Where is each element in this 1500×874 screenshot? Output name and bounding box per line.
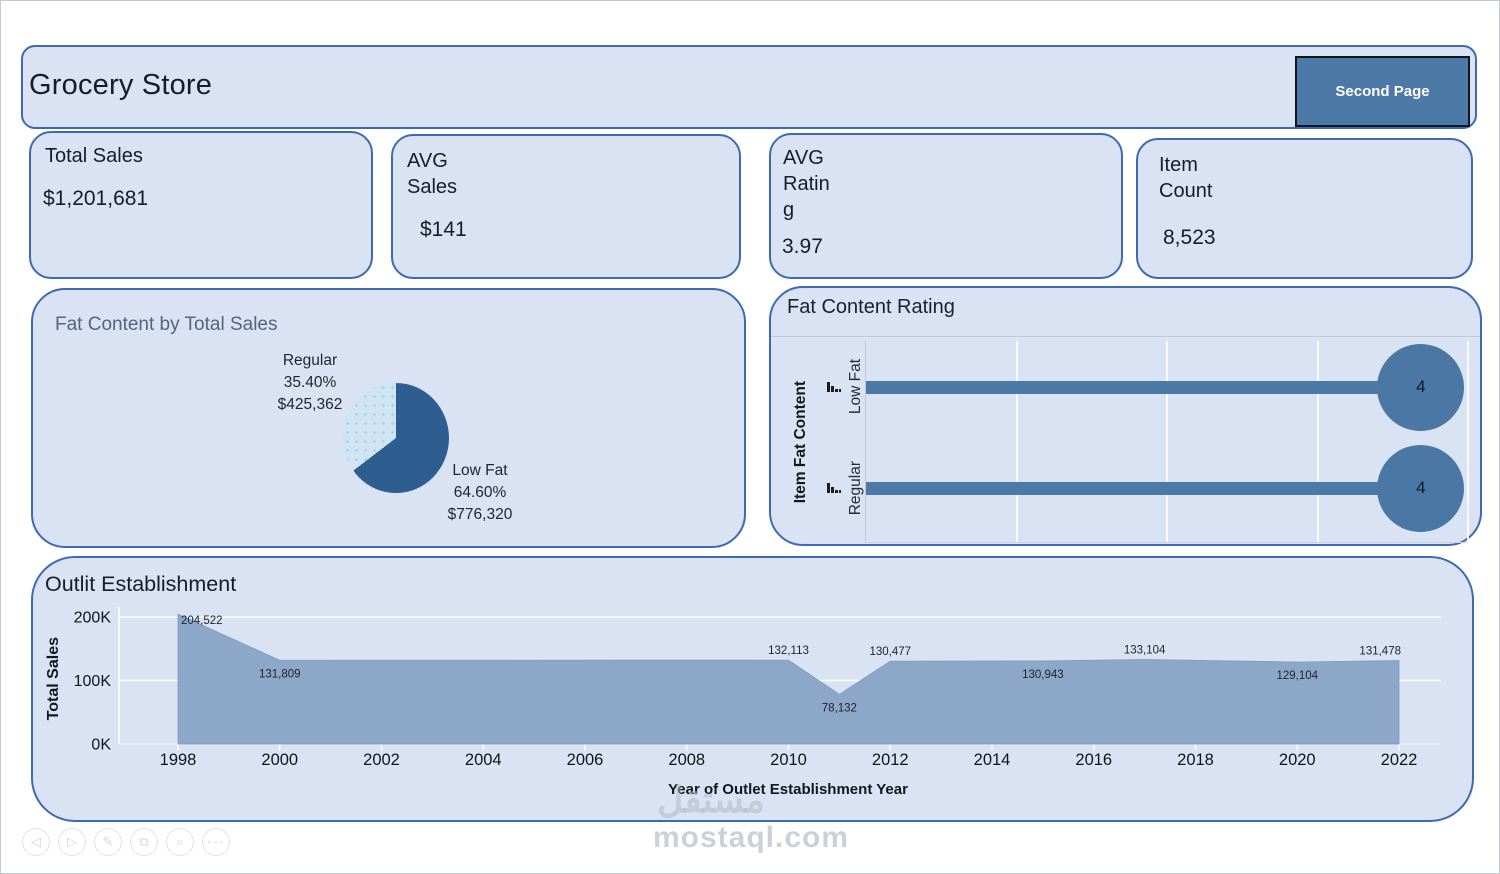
pie-label-regular: Regular 35.40% $425,362 <box>220 350 400 416</box>
x-tick-label: 1998 <box>160 751 197 769</box>
kpi-value: $141 <box>420 218 467 241</box>
gridline <box>1166 341 1168 542</box>
data-label: 131,809 <box>259 668 301 680</box>
data-label: 130,477 <box>869 646 911 658</box>
kpi-card-total-sales: Total Sales $1,201,681 <box>29 131 373 279</box>
more-icon[interactable]: ∘∘∘ <box>202 828 230 856</box>
x-tick-label: 2018 <box>1177 751 1214 769</box>
x-tick-label: 2004 <box>465 751 502 769</box>
x-tick-label: 2000 <box>261 751 298 769</box>
gridline <box>1316 341 1319 542</box>
pie-panel: Fat Content by Total Sales Regular 35.40… <box>31 288 746 548</box>
y-tick-label: 0K <box>91 737 111 754</box>
data-label: 130,943 <box>1022 669 1064 681</box>
x-tick-label: 2006 <box>567 751 604 769</box>
area-panel-title: Outlit Establishment <box>45 572 237 596</box>
x-tick-label: 2020 <box>1279 751 1316 769</box>
data-label: 204,522 <box>181 615 223 627</box>
header-panel: Grocery Store Second Page <box>21 45 1477 129</box>
kpi-value: 3.97 <box>782 235 823 258</box>
data-label: 129,104 <box>1276 670 1318 682</box>
y-tick-label: 100K <box>74 673 112 690</box>
edit-icon[interactable]: ✎ <box>94 828 122 856</box>
bar-value-label: 4 <box>1416 478 1426 497</box>
zoom-icon[interactable]: ⌕ <box>166 828 194 856</box>
lollipop-bar[interactable] <box>866 481 1421 495</box>
x-tick-label: 2008 <box>668 751 705 769</box>
x-tick-label: 2010 <box>770 751 807 769</box>
kpi-value: $1,201,681 <box>43 187 149 210</box>
rating-plot: 4 4 <box>865 341 1469 543</box>
pie-label-low-fat: Low Fat 64.60% $776,320 <box>390 460 570 526</box>
data-label: 133,104 <box>1124 644 1166 656</box>
x-tick-label: 2012 <box>872 751 909 769</box>
y-tick-label: 200K <box>74 610 112 627</box>
gridline <box>1015 341 1018 542</box>
gridline <box>1467 341 1469 542</box>
x-tick-label: 2002 <box>363 751 400 769</box>
slice-percent: 35.40% <box>283 374 337 391</box>
lollipop-circle[interactable]: 4 <box>1377 343 1465 431</box>
x-tick-label: 2016 <box>1075 751 1112 769</box>
sort-bars-icon[interactable] <box>827 482 842 494</box>
area-chart[interactable]: 0K 100K 200K 1998 2000 2002 2004 2006 2008 2010 20… <box>41 599 1441 814</box>
slice-percent: 64.60% <box>453 484 507 501</box>
x-tick-label: 2022 <box>1381 751 1418 769</box>
divider <box>771 336 1480 337</box>
area-x-axis-title: Year of Outlet Establishment Year <box>668 781 908 798</box>
lollipop-circle[interactable]: 4 <box>1377 444 1465 532</box>
page-title: Grocery Store <box>29 69 213 101</box>
kpi-card-item-count: Item Count 8,523 <box>1136 138 1473 279</box>
kpi-card-avg-rating: AVG Ratin g 3.97 <box>769 133 1123 279</box>
data-label: 131,478 <box>1359 646 1401 658</box>
sort-bars-icon[interactable] <box>827 381 842 393</box>
rating-panel: Fat Content Rating Item Fat Content Low … <box>769 286 1482 546</box>
pie-chart[interactable] <box>343 383 449 493</box>
lollipop-bar[interactable] <box>866 380 1421 394</box>
back-icon[interactable]: ◁ <box>22 828 50 856</box>
category-label-low-fat: Low Fat <box>847 359 864 415</box>
slice-amount: $776,320 <box>447 506 513 523</box>
area-series[interactable] <box>177 613 1400 745</box>
kpi-label: Item Count <box>1159 154 1213 202</box>
kpi-card-avg-sales: AVG Sales $141 <box>391 134 741 279</box>
kpi-label: Total Sales <box>45 145 143 167</box>
slice-name: Regular <box>282 352 338 369</box>
kpi-value: 8,523 <box>1163 226 1216 249</box>
slice-amount: $425,362 <box>277 396 343 413</box>
x-tick-label: 2014 <box>974 751 1011 769</box>
pie-panel-title: Fat Content by Total Sales <box>55 314 278 335</box>
rating-panel-title: Fat Content Rating <box>787 296 955 318</box>
bottom-toolbar: ◁ ▷ ✎ ⧉ ⌕ ∘∘∘ <box>22 828 230 858</box>
layers-icon[interactable]: ⧉ <box>130 828 158 856</box>
kpi-label: AVG Sales <box>407 150 458 198</box>
data-label: 78,132 <box>822 702 857 714</box>
slice-name: Low Fat <box>452 462 508 479</box>
category-label-regular: Regular <box>847 460 864 516</box>
kpi-label: AVG Ratin g <box>783 147 830 221</box>
forward-icon[interactable]: ▷ <box>58 828 86 856</box>
bar-value-label: 4 <box>1416 377 1426 396</box>
second-page-button[interactable]: Second Page <box>1295 56 1470 127</box>
rating-y-axis-title: Item Fat Content <box>792 380 809 504</box>
data-label: 132,113 <box>768 645 809 657</box>
watermark-site: mostaql.com <box>652 821 850 854</box>
